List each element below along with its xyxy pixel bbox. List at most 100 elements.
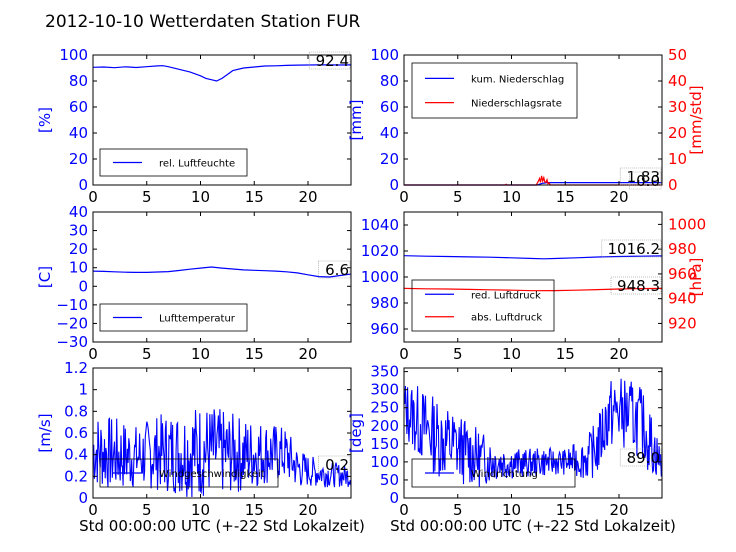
legend-entry: abs. Luftdruck bbox=[471, 313, 542, 324]
y2-tick-label: 0 bbox=[668, 176, 678, 194]
legend-temperature: Lufttemperatur bbox=[99, 303, 248, 332]
x-tick-label: 15 bbox=[556, 501, 575, 519]
axes-frame-humidity bbox=[92, 54, 352, 186]
panel-rain: 0 5 10 15 20 0 20 40 60 80 100 0 10 20 30 40 50 [mm] [mm/s… bbox=[347, 46, 705, 206]
y2-axis-label-rain: [mm/std] bbox=[687, 85, 705, 154]
y-tick-label: 20 bbox=[380, 150, 399, 168]
x-tick-label: 20 bbox=[609, 501, 628, 519]
legend-rain: kum. Niederschlag Niederschlagsrate bbox=[411, 62, 578, 119]
y-axis-label-humidity: [%] bbox=[36, 107, 54, 133]
x-tick-label: 10 bbox=[502, 345, 521, 363]
legend-frame bbox=[411, 458, 576, 488]
last-value-annotation: 89.0 bbox=[627, 449, 660, 467]
x-tick-label: 5 bbox=[453, 345, 463, 363]
panel-pressure: 0 5 10 15 20 960 980 1000 1020 1040 920 940 960 980 10… bbox=[361, 211, 706, 363]
legend-frame bbox=[411, 62, 578, 119]
y2-tick-label: 40 bbox=[668, 72, 687, 90]
legend-frame bbox=[99, 148, 248, 177]
annotation-box bbox=[318, 455, 351, 474]
axes-frame-winddir bbox=[403, 367, 663, 499]
legend-entry: rel. Luftfeuchte bbox=[159, 159, 235, 170]
series-line-pressure-1 bbox=[403, 287, 663, 292]
x-tick-label: 10 bbox=[502, 188, 521, 206]
y-tick-label: −30 bbox=[56, 333, 88, 351]
y2-tick-label: 920 bbox=[668, 314, 697, 332]
y-axis-label-temperature: [C] bbox=[36, 266, 54, 288]
y-tick-label: 0 bbox=[78, 277, 88, 295]
y-tick-label: 250 bbox=[370, 399, 399, 417]
x-tick-label: 0 bbox=[399, 501, 409, 519]
y-axis-label-winddir: [deg] bbox=[347, 413, 365, 453]
y-tick-label: 100 bbox=[59, 46, 88, 64]
y-tick-label: 0.4 bbox=[64, 446, 88, 464]
last-value-annotation: 0.2 bbox=[325, 456, 349, 474]
x-tick-label: 15 bbox=[556, 188, 575, 206]
y-tick-label: 80 bbox=[380, 72, 399, 90]
y-tick-label: 150 bbox=[370, 435, 399, 453]
y-tick-label: 20 bbox=[69, 150, 88, 168]
legend-frame bbox=[99, 458, 279, 488]
legend-entry: Windgeschwindigkeit bbox=[159, 469, 265, 480]
panel-winddir: 0 5 10 15 20050100150200250300350[deg]Windri… bbox=[347, 363, 663, 519]
y2-tick-label: 10 bbox=[668, 150, 687, 168]
annotation-box bbox=[308, 51, 351, 70]
y2-tick-label: 940 bbox=[668, 290, 697, 308]
x-tick-label: 0 bbox=[88, 345, 98, 363]
axes-frame-temperature bbox=[92, 211, 352, 343]
x-tick-label: 5 bbox=[142, 188, 152, 206]
y-tick-label: 1 bbox=[78, 381, 88, 399]
y-axis-label-wind: [m/s] bbox=[36, 413, 54, 452]
legend-entry: Lufttemperatur bbox=[159, 314, 236, 325]
x-tick-label: 10 bbox=[502, 501, 521, 519]
y2-tick-label: 30 bbox=[668, 98, 687, 116]
y-tick-label: 0 bbox=[389, 489, 399, 507]
series-line-humidity-0 bbox=[92, 64, 352, 82]
y2-axis-label-pressure: [hPa] bbox=[687, 258, 705, 297]
series-line-wind-0 bbox=[92, 409, 352, 498]
series-line-temperature-0 bbox=[92, 266, 352, 278]
y-tick-label: 60 bbox=[380, 98, 399, 116]
y-tick-label: 0 bbox=[389, 176, 399, 194]
legend-frame bbox=[99, 303, 248, 332]
y-tick-label: 0 bbox=[78, 176, 88, 194]
last-value-annotation: 6.6 bbox=[325, 261, 349, 279]
annotation-box bbox=[619, 448, 662, 467]
y2-tick-label: 960 bbox=[668, 265, 697, 283]
annotation-box bbox=[318, 260, 351, 279]
y-tick-label: 300 bbox=[370, 381, 399, 399]
y-tick-label: 30 bbox=[69, 222, 88, 240]
x-tick-label: 20 bbox=[298, 345, 317, 363]
y-tick-label: 50 bbox=[380, 471, 399, 489]
last-value-annotation: 1.83 bbox=[627, 168, 660, 186]
x-tick-label: 0 bbox=[88, 188, 98, 206]
y-tick-label: 1000 bbox=[361, 268, 399, 286]
panel-wind: 0 5 10 15 2000.20.40.60.811.2[m/s]Windgeschw… bbox=[36, 359, 352, 519]
y-tick-label: 0.8 bbox=[64, 402, 88, 420]
y-tick-label: −20 bbox=[56, 314, 88, 332]
y-tick-label: 40 bbox=[380, 124, 399, 142]
y-tick-label: 960 bbox=[370, 320, 399, 338]
y2-tick-label: 20 bbox=[668, 124, 687, 142]
x-tick-label: 20 bbox=[609, 188, 628, 206]
y-tick-label: 0.6 bbox=[64, 424, 88, 442]
x-tick-label: 10 bbox=[191, 345, 210, 363]
x-tick-label: 10 bbox=[191, 501, 210, 519]
y-tick-label: 80 bbox=[69, 72, 88, 90]
axes-frame-rain bbox=[403, 54, 663, 186]
legend-entry: Niederschlagsrate bbox=[471, 99, 562, 110]
x-axis-label-left: Std 00:00:00 UTC (+-22 Std Lokalzeit) bbox=[79, 517, 365, 535]
annotation-box bbox=[619, 167, 662, 186]
legend-pressure: red. Luftdruck abs. Luftdruck bbox=[411, 279, 555, 332]
x-tick-label: 10 bbox=[191, 188, 210, 206]
x-tick-label: 5 bbox=[142, 501, 152, 519]
last-value-annotation: 92.4 bbox=[316, 52, 349, 70]
x-tick-label: 0 bbox=[88, 501, 98, 519]
y-tick-label: 1.2 bbox=[64, 359, 88, 377]
x-tick-label: 15 bbox=[556, 345, 575, 363]
last-value-annotation: 1016.2 bbox=[608, 240, 661, 258]
x-tick-label: 0 bbox=[399, 345, 409, 363]
x-tick-label: 15 bbox=[245, 501, 264, 519]
last-value-annotation: 948.3 bbox=[617, 277, 660, 295]
legend-entry: Windrichtung bbox=[471, 469, 538, 480]
y-tick-label: 10 bbox=[69, 259, 88, 277]
